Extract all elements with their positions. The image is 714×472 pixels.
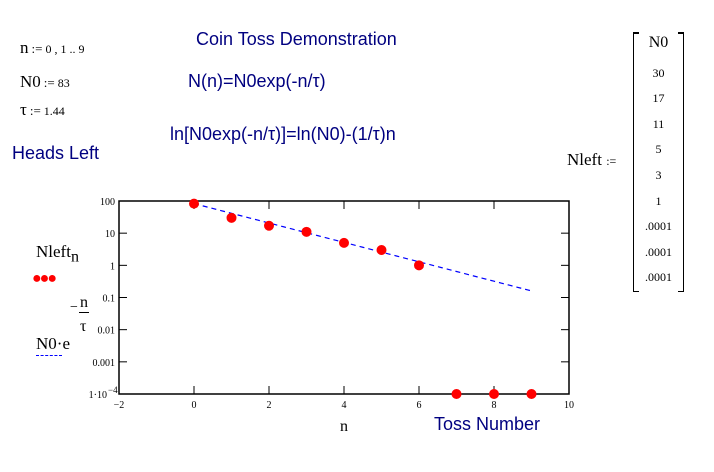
y-tick-label: 0.01 [98,326,116,337]
matrix-cell: 17 [652,91,665,106]
legend-point-marker-icon: ●●● [32,270,57,287]
assign-op: := [29,103,41,118]
x-tick-label: 6 [417,400,422,411]
formula-decay: N(n)=N0exp(-n/τ) [188,71,326,91]
y-tick-exponent: −4 [108,385,118,395]
legend-series1: Nleftn [36,242,79,266]
matrix-cell: N0 [648,34,669,51]
y-tick-label: 10 [105,229,115,240]
matrix-cell: .0001 [645,219,672,234]
legend-exp-den: τ [80,318,87,335]
x-tick-label: −2 [114,400,125,411]
data-point [414,260,424,271]
nleft-definition: Nleft := [567,150,616,170]
legend-dashed-line-icon [36,355,62,356]
x-tick-label: 2 [267,400,272,411]
var-value: 0 , 1 .. 9 [45,42,85,56]
heads-left-label: Heads Left [12,143,100,163]
nleft-matrix: N0 30 17 11 5 3 1 .0001 .0001 .0001 [633,32,684,292]
var-name: Nleft [567,150,602,169]
y-tick-label: 1 [110,261,115,272]
assign-op: := [43,75,55,90]
legend-exp-num: n [79,294,89,313]
x-tick-label: 4 [342,400,347,411]
matrix-cell: 1 [655,193,662,208]
legend-exp-sign: − [70,300,78,315]
var-name: N0 [20,72,41,91]
data-point [226,212,237,223]
matrix-cell: .0001 [645,244,672,259]
y-tick-label: 0.1 [103,294,116,305]
y-tick-label: 100 [100,197,115,208]
formula-log: ln[N0exp(-n/τ)]=ln(N0)-(1/τ)n [170,124,396,144]
x-tick-label: 0 [192,400,197,411]
data-point [526,389,537,399]
n0-definition: N0 := 83 [20,72,70,92]
data-point [339,237,349,248]
toss-number-label: Toss Number [434,414,541,434]
matrix-cell: 11 [652,116,665,131]
var-name: n [20,38,29,57]
page-title: Coin Toss Demonstration [196,29,397,49]
data-point [451,389,462,399]
legend-label: Nleft [36,242,71,261]
data-point [301,226,312,237]
matrix-cell: 30 [652,65,665,80]
legend-subscript: n [70,248,79,266]
x-tick-label: 10 [564,400,574,411]
assign-op: := [31,41,43,56]
tau-definition: τ := 1.44 [20,100,65,120]
x-tick-label: 8 [492,400,497,411]
var-name: τ [20,100,27,119]
var-value: 83 [57,76,70,90]
n-definition: n := 0 , 1 .. 9 [20,38,84,58]
y-tick-label: 1·10 [89,390,107,401]
y-tick-label: 0.001 [93,358,116,369]
var-value: 1.44 [43,104,65,118]
data-point [489,389,499,399]
plot-frame [118,200,570,395]
legend-series2: N0·e [36,334,70,353]
data-point [264,220,274,231]
assign-op: := [606,154,617,168]
fit-line [193,203,532,292]
data-point [189,198,199,209]
matrix-cell: .0001 [645,270,672,285]
x-axis-label: n [340,418,348,435]
data-point [376,244,387,255]
matrix-cell: 5 [655,142,662,157]
matrix-cell: 3 [655,168,662,182]
